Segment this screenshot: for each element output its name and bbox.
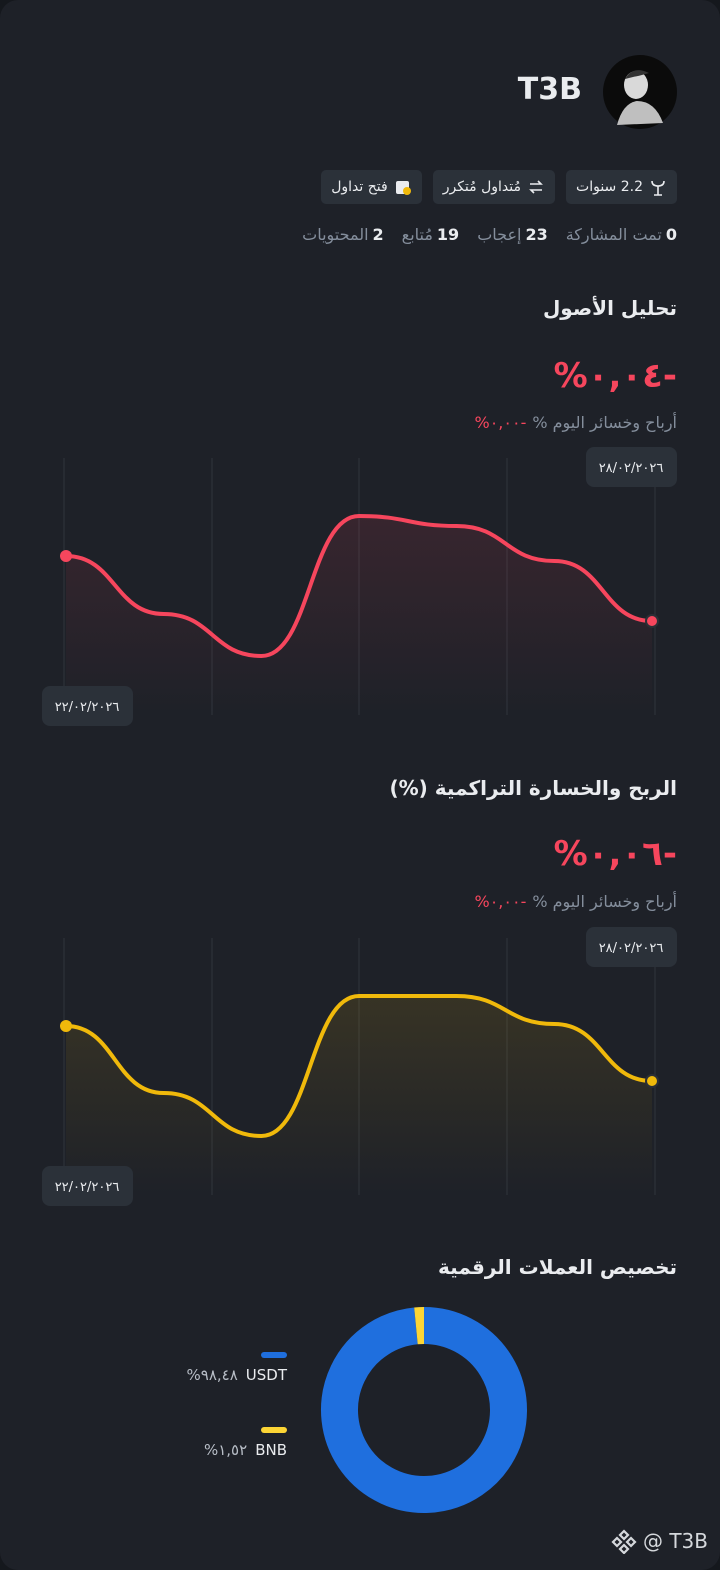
badge-text: 2.2 سنوات <box>576 179 643 195</box>
legend-value: ٩٨,٤٨% <box>186 1366 238 1384</box>
avatar[interactable] <box>603 55 677 129</box>
user-name: T3B <box>517 72 582 107</box>
today-label: أرباح وخسائر اليوم % <box>532 413 677 432</box>
today-value: -٠,٠٠% <box>474 892 527 911</box>
stat-value: 0 <box>665 225 677 244</box>
start-date: ٢٢/٠٢/٢٠٢٦ <box>55 700 120 715</box>
stat-value: 23 <box>525 225 548 244</box>
legend-item: ١,٥٢% BNB <box>204 1427 287 1459</box>
stat-label: مُتابع <box>401 225 433 244</box>
watermark-text: @ T3B <box>642 1529 708 1553</box>
line <box>64 994 654 1139</box>
stat: 23إعجاب <box>477 225 548 244</box>
stat: 0تمت المشاركة <box>566 225 677 244</box>
legend-swatch <box>261 1427 287 1433</box>
donut-chart <box>321 1307 527 1513</box>
legend-swatch <box>261 1352 287 1358</box>
change: -٠,٠٤% <box>553 356 677 396</box>
trade-icon <box>395 181 411 195</box>
badge: فتح تداول <box>321 170 422 204</box>
end-date: ٢٨/٠٢/٢٠٢٦ <box>599 941 664 956</box>
legend-label: ١,٥٢% BNB <box>204 1441 287 1459</box>
today-pnl: أرباح وخسائر اليوم % -٠,٠٠% <box>474 892 677 911</box>
stat-label: المحتويات <box>302 225 369 244</box>
area <box>66 516 652 715</box>
date-box <box>42 1166 133 1206</box>
end-point <box>645 614 659 628</box>
badge: 2.2 سنوات <box>566 170 677 204</box>
trader-icon <box>529 180 543 194</box>
badge-text: فتح تداول <box>331 179 388 195</box>
area <box>66 996 652 1195</box>
stat-label: تمت المشاركة <box>565 225 662 244</box>
today-label: أرباح وخسائر اليوم % <box>532 892 677 911</box>
badge: مُتداول مُتكرر <box>432 170 556 204</box>
stat: 2المحتويات <box>302 225 384 244</box>
start-date: ٢٢/٠٢/٢٠٢٦ <box>55 1180 120 1195</box>
section-title: تخصيص العملات الرقمية <box>438 1255 677 1279</box>
today-value: -٠,٠٠% <box>474 413 527 432</box>
stat: 19مُتابع <box>402 225 460 244</box>
line-chart: ٢٨/٠٢/٢٠٢٦ ٢٢/٠٢/٢٠٢٦ <box>42 447 677 726</box>
stats: 0تمت المشاركة 23إعجاب 19مُتابع 2المحتويا… <box>302 225 677 244</box>
stat-value: 19 <box>436 225 460 244</box>
today-pnl: أرباح وخسائر اليوم % -٠,٠٠% <box>474 413 677 432</box>
legend-label: ٩٨,٤٨% USDT <box>187 1366 287 1384</box>
logo <box>611 1529 637 1554</box>
badge-text: مُتداول مُتكرر <box>442 179 522 195</box>
badges: 2.2 سنوات مُتداول مُتكرر فتح تداول <box>321 170 677 204</box>
end-date: ٢٨/٠٢/٢٠٢٦ <box>599 461 664 476</box>
date-box <box>42 686 133 726</box>
line-chart: ٢٨/٠٢/٢٠٢٦ ٢٢/٠٢/٢٠٢٦ <box>42 927 677 1206</box>
legend-name: USDT <box>245 1366 287 1384</box>
start-point <box>60 1020 72 1032</box>
legend-item: ٩٨,٤٨% USDT <box>187 1352 287 1384</box>
watermark: @ T3B <box>611 1528 708 1554</box>
change: -٠,٠٦% <box>553 834 677 874</box>
section-title: الربح والخسارة التراكمية (%) <box>389 776 678 800</box>
section-title: تحليل الأصول <box>542 296 677 320</box>
legend-name: BNB <box>255 1441 287 1459</box>
line <box>64 513 654 659</box>
date-box <box>586 927 677 967</box>
slice <box>321 1307 527 1513</box>
start-point <box>60 550 72 562</box>
stat-label: إعجاب <box>477 225 522 244</box>
end-point <box>645 1074 659 1088</box>
stat-value: 2 <box>372 225 384 244</box>
tenure-icon <box>651 180 665 196</box>
legend-value: ١,٥٢% <box>203 1441 248 1459</box>
date-box <box>586 447 677 487</box>
